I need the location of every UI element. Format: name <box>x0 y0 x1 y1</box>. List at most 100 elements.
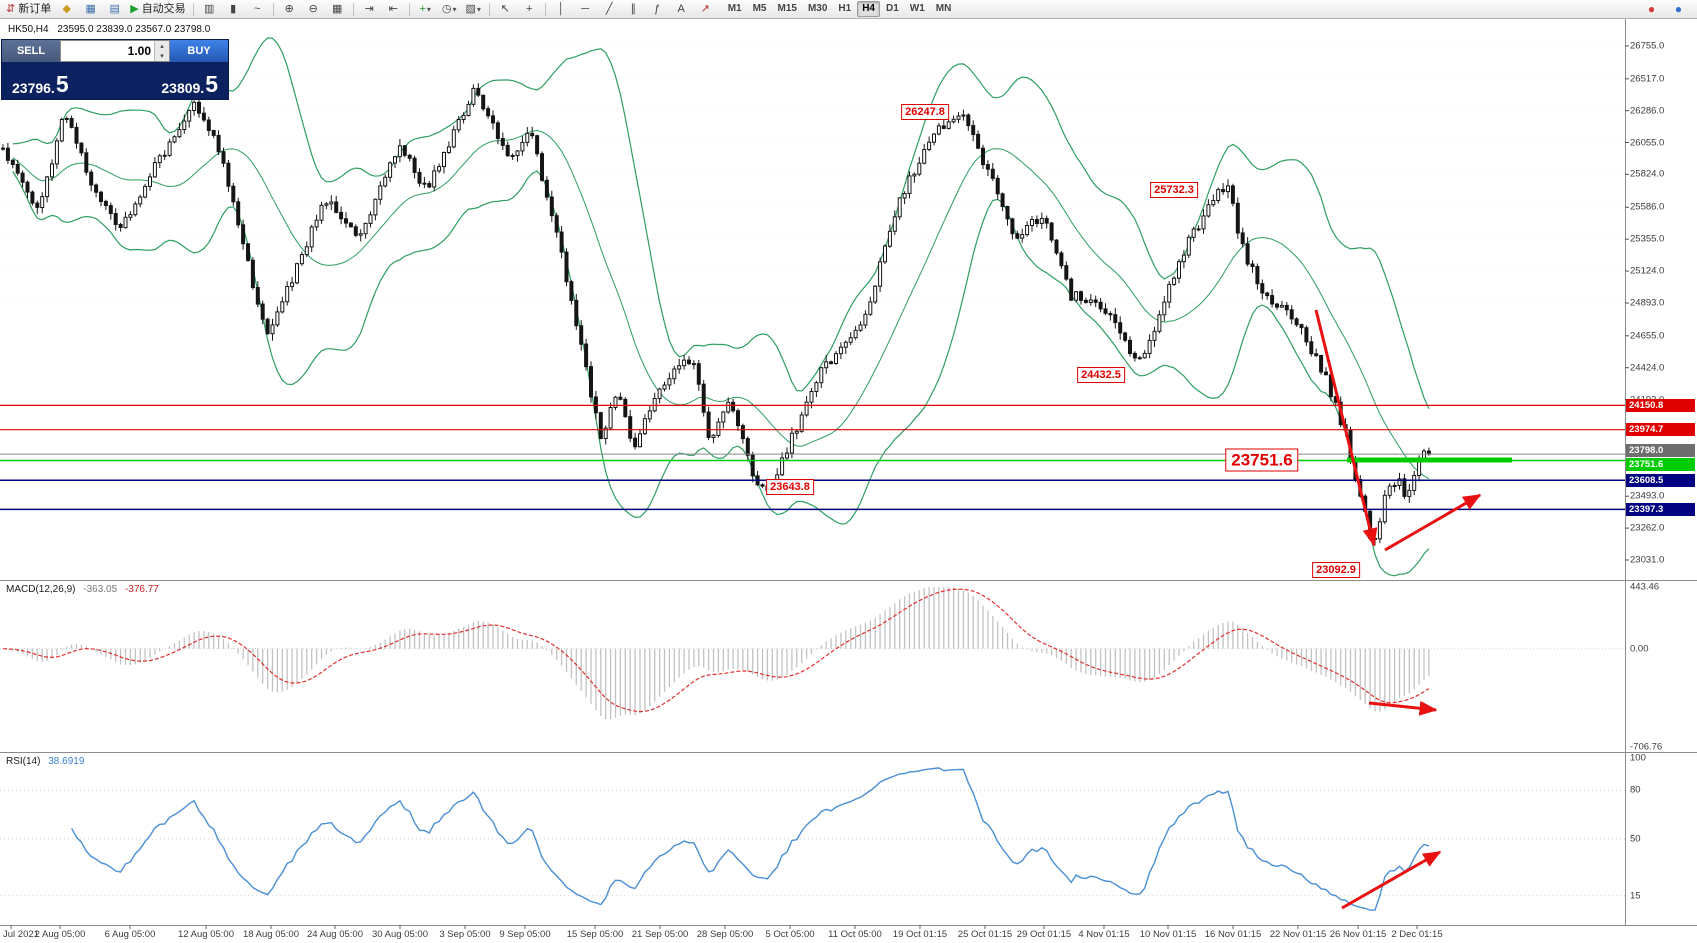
candle-body <box>638 433 642 448</box>
candle-body <box>1279 304 1284 308</box>
tile-windows-button[interactable]: ▦ <box>326 0 349 18</box>
volume-spinner: ▴ ▾ <box>154 41 169 61</box>
candle-body <box>990 168 995 179</box>
templates-button[interactable]: ▧ ▾ <box>462 0 485 18</box>
candle-body <box>1088 299 1093 303</box>
timeframe-m30-button[interactable]: M30 <box>807 3 828 14</box>
candle-body <box>133 203 138 216</box>
candle-body <box>54 140 59 165</box>
arrows-button[interactable]: ↗ <box>694 0 717 18</box>
candle-body <box>432 170 437 188</box>
time-axis-label: 21 Sep 05:00 <box>631 929 689 940</box>
candle-body <box>1030 219 1034 226</box>
candle-body <box>1240 232 1245 245</box>
chart-shift-icon: ⇤ <box>388 2 398 15</box>
buy-price[interactable]: 23809. 5 <box>161 73 218 97</box>
candle-body <box>809 391 814 403</box>
fibonacci-button[interactable]: ƒ <box>646 0 669 18</box>
candle-body <box>687 359 691 365</box>
candle-body <box>304 246 309 256</box>
new-order-button[interactable]: ⇵ 新订单 <box>3 0 54 18</box>
line-chart-button[interactable]: ~ <box>246 0 269 18</box>
autotrade-button[interactable]: ▶ 自动交易 <box>127 0 188 18</box>
indicators-button[interactable]: + ▾ <box>414 0 437 18</box>
bollinger-middle-band <box>12 129 1430 480</box>
price-axis-label: 26517.0 <box>1630 73 1665 85</box>
auto-scroll-button[interactable]: ⇥ <box>358 0 381 18</box>
candle-body <box>932 133 936 143</box>
candle-body <box>515 150 520 156</box>
candle-body <box>579 325 584 345</box>
candle-body <box>446 146 451 153</box>
buy-price-main: 23809. <box>161 80 205 96</box>
periods-button[interactable]: ◷ ▾ <box>438 0 461 18</box>
timeframe-h1-button[interactable]: H1 <box>838 3 852 14</box>
dropdown-caret-icon: ▾ <box>476 4 481 14</box>
timeframe-mn-button[interactable]: MN <box>935 3 952 14</box>
time-axis-label: 15 Sep 05:00 <box>566 929 624 940</box>
market-watch-icon: ▦ <box>85 2 96 15</box>
volume-field[interactable]: 1.00 ▴ ▾ <box>60 40 170 62</box>
volume-decrease-button[interactable]: ▾ <box>155 51 169 61</box>
buy-button[interactable]: BUY <box>170 40 228 62</box>
chart-shift-button[interactable]: ⇤ <box>382 0 405 18</box>
timeframe-m1-button[interactable]: M1 <box>727 3 742 14</box>
mql5-icon-button[interactable]: ● <box>1667 0 1690 18</box>
price-axis-label: 23031.0 <box>1630 554 1665 566</box>
zoom-in-button[interactable]: ⊕ <box>278 0 301 18</box>
candle-chart-button[interactable]: ▮ <box>222 0 245 18</box>
candle-body <box>216 134 221 153</box>
bar-chart-button[interactable]: ▥ <box>198 0 221 18</box>
candle-body <box>422 182 427 185</box>
navigator-icon: ▤ <box>109 2 120 15</box>
candle-body <box>353 226 358 236</box>
toolbar-separator <box>408 2 410 16</box>
timeframe-d1-button[interactable]: D1 <box>886 3 899 14</box>
candle-body <box>118 224 123 228</box>
horizontal-line-icon: ─ <box>581 2 590 15</box>
profile-button[interactable]: ◆ <box>55 0 78 18</box>
rsi-axis-label: 80 <box>1630 784 1641 796</box>
candle-body <box>476 87 481 96</box>
candle-body <box>255 287 260 305</box>
candle-body <box>246 243 250 261</box>
candle-body <box>471 87 476 105</box>
timeframe-h4-button[interactable]: H4 <box>857 1 880 17</box>
sell-button[interactable]: SELL <box>2 40 60 62</box>
time-axis-label: 26 Nov 01:15 <box>1329 929 1387 940</box>
market-watch-button[interactable]: ▦ <box>79 0 102 18</box>
candle-body <box>1201 215 1206 230</box>
candle-body <box>701 383 706 413</box>
candle-body <box>40 196 45 209</box>
price-axis-label: 25124.0 <box>1630 265 1665 277</box>
crosshair-button[interactable]: + <box>518 0 541 18</box>
sell-price[interactable]: 23796. 5 <box>12 73 69 97</box>
cursor-button[interactable]: ↖ <box>494 0 517 18</box>
timeframe-w1-button[interactable]: W1 <box>909 3 925 14</box>
time-axis-label: 2 Dec 01:15 <box>1391 929 1443 940</box>
community-icon-button[interactable]: ● <box>1640 0 1663 18</box>
text-button[interactable]: A <box>670 0 693 18</box>
trendline-button[interactable]: ╱ <box>598 0 621 18</box>
price-axis-label: 26286.0 <box>1630 105 1665 117</box>
volume-value[interactable]: 1.00 <box>127 44 151 58</box>
timeframe-m5-button[interactable]: M5 <box>752 3 767 14</box>
candle-body <box>94 184 99 193</box>
channel-button[interactable]: ∥ <box>622 0 645 18</box>
time-axis-label: 12 Aug 05:00 <box>178 929 234 940</box>
candlestick-chart-icon: ▮ <box>230 2 237 15</box>
rsi-axis-label: 50 <box>1630 833 1641 845</box>
ohlc-values: 23595.0 23839.0 23567.0 23798.0 <box>57 24 211 35</box>
candle-body <box>1167 283 1172 303</box>
hline-button[interactable]: ─ <box>574 0 597 18</box>
vline-button[interactable]: │ <box>550 0 573 18</box>
navigator-button[interactable]: ▤ <box>103 0 126 18</box>
time-axis-label: 5 Oct 05:00 <box>765 929 815 940</box>
candle-body <box>231 185 236 203</box>
timeframe-m15-button[interactable]: M15 <box>777 3 797 14</box>
candle-body <box>1083 299 1088 303</box>
volume-increase-button[interactable]: ▴ <box>155 41 169 51</box>
candle-body <box>628 416 633 439</box>
zoom-out-button[interactable]: ⊖ <box>302 0 325 18</box>
